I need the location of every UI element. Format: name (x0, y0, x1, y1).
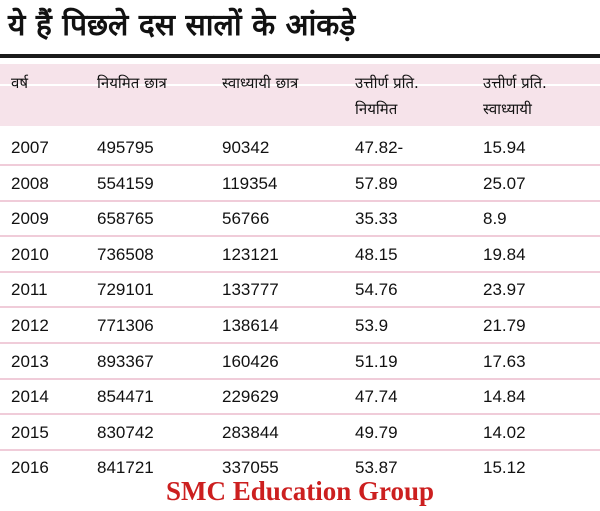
table-row: 2013 893367 160426 51.19 17.63 (0, 346, 600, 380)
watermark: SMC Education Group (165, 476, 435, 506)
table-row: 2010 736508 123121 48.15 19.84 (0, 239, 600, 273)
cell-pass-private: 15.94 (483, 138, 526, 157)
cell-pass-regular: 35.33 (355, 209, 398, 229)
table-row: 2007 495795 90342 47.82- 15.94 (0, 132, 600, 166)
cell-year: 2010 (11, 244, 49, 264)
cell-year: 2016 (11, 458, 49, 478)
cell-regular-students: 729101 (97, 280, 154, 300)
cell-private-students: 229629 (222, 387, 279, 407)
header-pass-regular: उत्तीर्ण प्रति. (355, 74, 419, 92)
cell-pass-private: 17.63 (483, 351, 526, 371)
cell-year: 2009 (11, 209, 49, 229)
cell-pass-regular: 49.79 (355, 422, 398, 442)
title-divider (0, 54, 600, 58)
header-pass-regular-sub: नियमित (355, 100, 398, 118)
cell-year: 2008 (11, 173, 49, 193)
cell-pass-private: 25.07 (483, 173, 526, 193)
table-row: 2015 830742 283844 49.79 14.02 (0, 417, 600, 451)
header-regular-students: नियमित छात्र (97, 74, 167, 92)
table-header (0, 64, 600, 126)
cell-regular-students: 841721 (97, 458, 154, 478)
cell-private-students: 123121 (222, 244, 279, 264)
cell-year: 2012 (11, 316, 49, 335)
cell-pass-regular: 47.74 (355, 387, 398, 407)
cell-private-students: 337055 (222, 458, 279, 478)
header-pass-private: उत्तीर्ण प्रति. (483, 74, 547, 92)
cell-private-students: 56766 (222, 209, 270, 229)
cell-private-students: 90342 (222, 138, 270, 157)
cell-pass-private: 8.9 (483, 209, 507, 229)
cell-pass-regular: 53.87 (355, 458, 398, 478)
cell-year: 2013 (11, 351, 49, 371)
cell-regular-students: 495795 (97, 138, 154, 157)
table-row: 2008 554159 119354 57.89 25.07 (0, 168, 600, 202)
table-row: 2012 771306 138614 53.9 21.79 (0, 310, 600, 344)
row-separator (0, 448, 600, 451)
header-private-students: स्वाध्यायी छात्र (222, 74, 299, 92)
cell-private-students: 133777 (222, 280, 279, 300)
cell-regular-students: 554159 (97, 173, 154, 193)
header-stripe (0, 84, 600, 86)
cell-pass-regular: 51.19 (355, 351, 398, 371)
cell-private-students: 138614 (222, 316, 279, 335)
table-row: 2014 854471 229629 47.74 14.84 (0, 381, 600, 416)
cell-year: 2007 (11, 138, 49, 157)
cell-regular-students: 830742 (97, 422, 154, 442)
table-row: 2011 729101 133777 54.76 23.97 (0, 274, 600, 309)
cell-private-students: 160426 (222, 351, 279, 371)
cell-pass-private: 21.79 (483, 316, 526, 335)
header-pass-private-sub: स्वाध्यायी (483, 100, 532, 118)
table-row: 2009 658765 56766 35.33 8.9 (0, 203, 600, 238)
cell-regular-students: 771306 (97, 316, 154, 335)
cell-pass-private: 14.02 (483, 422, 526, 442)
row-separator (0, 164, 600, 166)
header-year: वर्ष (11, 74, 29, 92)
cell-regular-students: 893367 (97, 351, 154, 371)
cell-private-students: 283844 (222, 422, 279, 442)
cell-pass-regular: 47.82- (355, 138, 404, 157)
cell-pass-private: 15.12 (483, 458, 526, 478)
cell-pass-private: 23.97 (483, 280, 526, 300)
cell-pass-private: 19.84 (483, 244, 526, 264)
cell-pass-regular: 48.15 (355, 244, 398, 264)
row-separator (0, 270, 600, 273)
cell-regular-students: 854471 (97, 387, 154, 407)
cell-regular-students: 658765 (97, 209, 154, 229)
row-separator (0, 377, 600, 380)
cell-pass-regular: 53.9 (355, 316, 389, 335)
row-separator (0, 306, 600, 309)
row-separator (0, 199, 600, 202)
cell-pass-private: 14.84 (483, 387, 526, 407)
row-separator (0, 413, 600, 416)
cell-regular-students: 736508 (97, 244, 154, 264)
cell-private-students: 119354 (222, 173, 278, 193)
table-row: 2016 841721 337055 53.87 15.12 (0, 452, 600, 484)
cell-year: 2014 (11, 387, 49, 407)
page-title: ये हैं पिछले दस सालों के आंकड़े (8, 8, 356, 43)
row-separator (0, 342, 600, 344)
cell-pass-regular: 54.76 (355, 280, 398, 300)
row-separator (0, 235, 600, 238)
cell-year: 2015 (11, 422, 49, 442)
cell-year: 2011 (11, 280, 48, 300)
cell-pass-regular: 57.89 (355, 173, 398, 193)
